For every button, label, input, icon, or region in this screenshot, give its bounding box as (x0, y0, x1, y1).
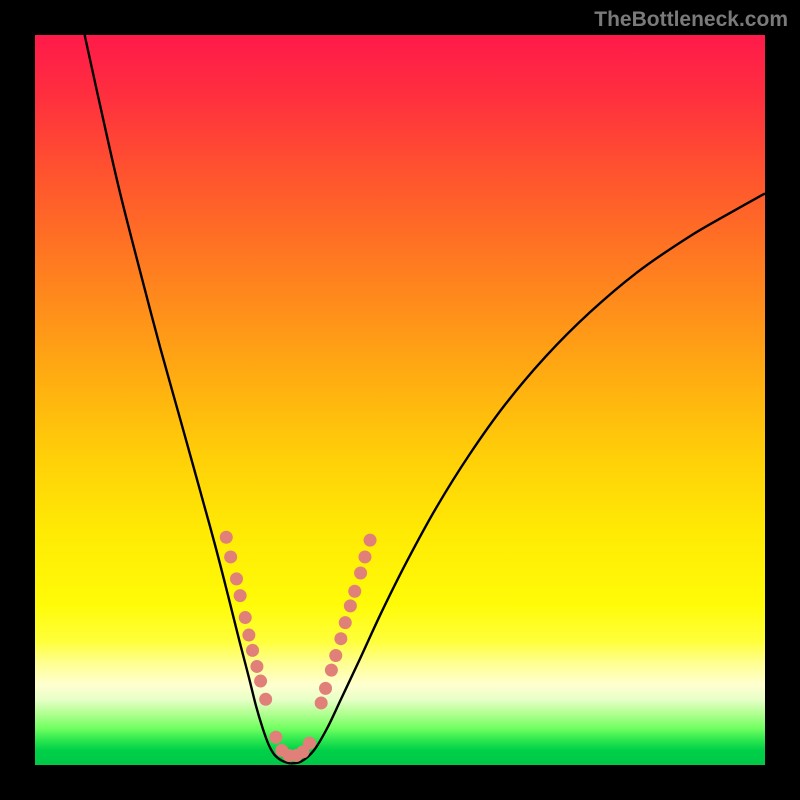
data-marker (364, 534, 377, 547)
data-marker (325, 664, 338, 677)
chart-plot-area (35, 35, 765, 765)
data-marker (234, 589, 247, 602)
data-marker (230, 572, 243, 585)
data-marker (339, 616, 352, 629)
data-marker (348, 585, 361, 598)
data-marker (334, 632, 347, 645)
data-marker (315, 696, 328, 709)
data-marker (358, 550, 371, 563)
watermark-text: TheBottleneck.com (594, 8, 788, 32)
data-marker (224, 550, 237, 563)
curve-left-branch (85, 35, 291, 764)
data-marker (242, 629, 255, 642)
data-marker (303, 737, 316, 750)
chart-overlay (35, 35, 765, 765)
marker-group (220, 531, 377, 762)
data-marker (259, 693, 272, 706)
data-marker (354, 567, 367, 580)
data-marker (269, 731, 282, 744)
data-marker (220, 531, 233, 544)
data-marker (319, 682, 332, 695)
curve-right-branch (291, 193, 766, 763)
data-marker (246, 644, 259, 657)
data-marker (329, 649, 342, 662)
data-marker (250, 660, 263, 673)
data-marker (344, 599, 357, 612)
data-marker (254, 675, 267, 688)
data-marker (239, 611, 252, 624)
